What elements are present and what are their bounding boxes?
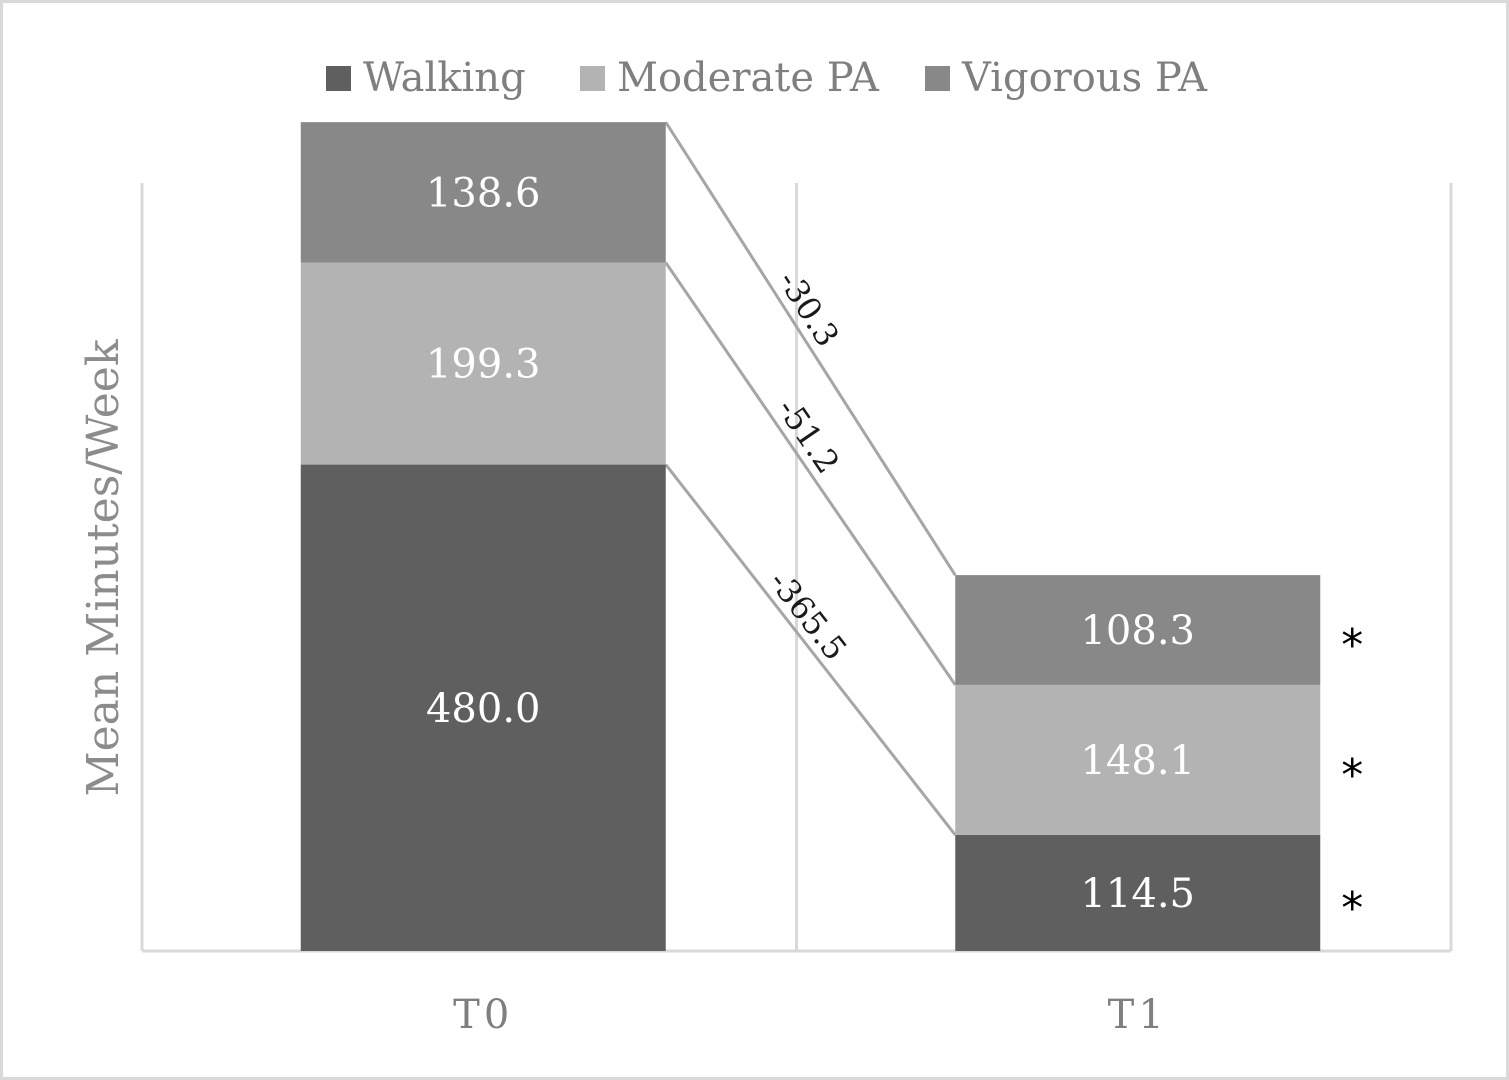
bar-segment bbox=[300, 122, 666, 263]
x-tick-label: T1 bbox=[1108, 992, 1168, 1038]
difference-label: -365.5 bbox=[762, 563, 855, 667]
bar-data-label: 108.3 bbox=[1080, 608, 1195, 654]
difference-label: -51.2 bbox=[770, 391, 848, 480]
bar-data-label: 199.3 bbox=[426, 342, 541, 388]
bar-data-label: 138.6 bbox=[426, 170, 541, 216]
connector-line bbox=[664, 261, 957, 686]
x-tick-label: T0 bbox=[453, 992, 513, 1038]
y-axis-title: Mean Minutes/Week bbox=[78, 339, 129, 796]
bar-segment bbox=[300, 262, 666, 465]
legend-label: Walking bbox=[363, 55, 526, 101]
bar-segment bbox=[955, 684, 1321, 835]
significance-star: * bbox=[1341, 620, 1363, 671]
legend-swatch bbox=[925, 66, 950, 91]
legend-label: Moderate PA bbox=[617, 55, 880, 101]
legend-swatch bbox=[326, 66, 351, 91]
bar-segment bbox=[955, 575, 1321, 685]
difference-label: -30.3 bbox=[771, 264, 847, 354]
bar-data-label: 480.0 bbox=[426, 686, 541, 732]
legend-label: Vigorous PA bbox=[961, 55, 1208, 101]
data-labels: 480.0 199.3 138.6 114.5 148.1 108.3 bbox=[426, 170, 1195, 917]
legend-swatch bbox=[580, 66, 605, 91]
connector-line bbox=[664, 463, 957, 836]
bar-data-label: 148.1 bbox=[1080, 738, 1195, 784]
connector-line bbox=[664, 121, 957, 576]
significance-markers: * * * bbox=[1341, 620, 1363, 934]
bar-segment bbox=[955, 834, 1321, 951]
significance-star: * bbox=[1341, 750, 1363, 801]
significance-star: * bbox=[1341, 883, 1363, 934]
bar-segment bbox=[300, 464, 666, 951]
bar-data-label: 114.5 bbox=[1080, 871, 1195, 917]
x-axis-ticks: T0 T1 bbox=[453, 992, 1168, 1038]
legend: Walking Moderate PA Vigorous PA bbox=[326, 55, 1208, 101]
connector-lines bbox=[664, 121, 957, 836]
bars bbox=[300, 122, 1321, 951]
